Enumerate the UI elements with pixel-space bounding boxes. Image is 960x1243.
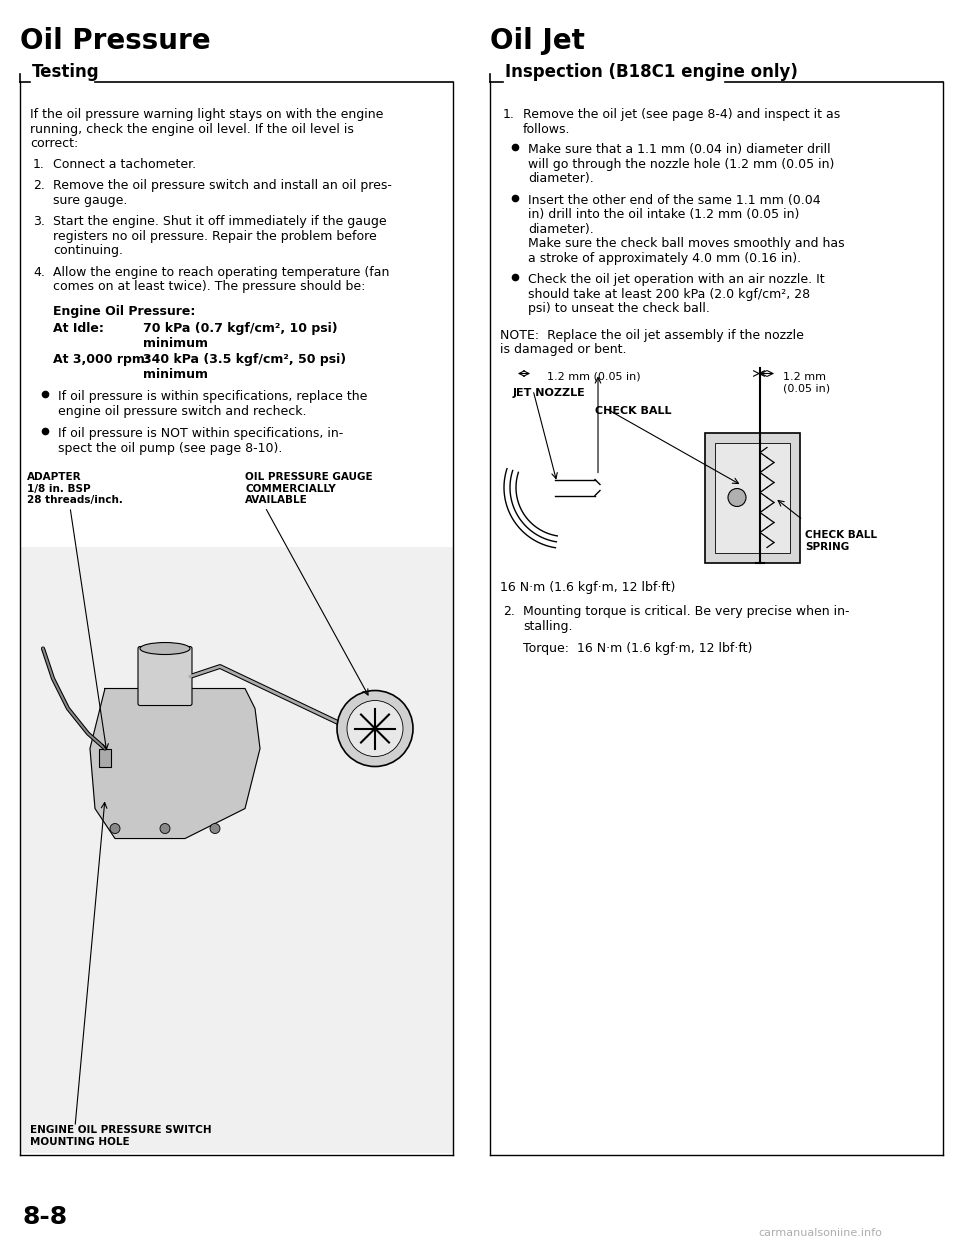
Text: should take at least 200 kPa (2.0 kgf/cm², 28: should take at least 200 kPa (2.0 kgf/cm…	[528, 287, 810, 301]
Text: JET NOZZLE: JET NOZZLE	[513, 388, 586, 398]
Circle shape	[728, 488, 746, 506]
Circle shape	[347, 701, 403, 757]
Bar	[99, 748, 111, 767]
Text: Remove the oil pressure switch and install an oil pres-: Remove the oil pressure switch and insta…	[53, 179, 392, 191]
Text: Make sure that a 1.1 mm (0.04 in) diameter drill: Make sure that a 1.1 mm (0.04 in) diamet…	[528, 143, 830, 157]
Text: If the oil pressure warning light stays on with the engine: If the oil pressure warning light stays …	[30, 108, 383, 121]
Bar	[715, 443, 790, 552]
Text: diameter).: diameter).	[528, 172, 593, 185]
Text: a stroke of approximately 4.0 mm (0.16 in).: a stroke of approximately 4.0 mm (0.16 i…	[528, 251, 802, 265]
Text: correct:: correct:	[30, 137, 79, 150]
Text: Engine Oil Pressure:: Engine Oil Pressure:	[53, 305, 196, 317]
Text: 1.: 1.	[33, 158, 45, 170]
Ellipse shape	[140, 643, 190, 655]
Text: Connect a tachometer.: Connect a tachometer.	[53, 158, 196, 170]
Polygon shape	[90, 689, 260, 839]
Circle shape	[337, 691, 413, 767]
Text: Remove the oil jet (see page 8-4) and inspect it as: Remove the oil jet (see page 8-4) and in…	[523, 108, 840, 121]
Text: Testing: Testing	[32, 63, 100, 81]
Bar	[705, 433, 800, 563]
Text: ENGINE OIL PRESSURE SWITCH
MOUNTING HOLE: ENGINE OIL PRESSURE SWITCH MOUNTING HOLE	[30, 1125, 211, 1146]
Text: 1.2 mm (0.05 in): 1.2 mm (0.05 in)	[547, 372, 640, 382]
Text: 1.2 mm
(0.05 in): 1.2 mm (0.05 in)	[783, 372, 830, 393]
FancyBboxPatch shape	[138, 646, 192, 706]
Text: OIL PRESSURE GAUGE
COMMERCIALLY
AVAILABLE: OIL PRESSURE GAUGE COMMERCIALLY AVAILABL…	[245, 472, 372, 505]
Text: 3.: 3.	[33, 215, 45, 227]
Text: 4.: 4.	[33, 266, 45, 278]
Circle shape	[210, 824, 220, 834]
Bar	[20, 547, 453, 1154]
Text: Allow the engine to reach operating temperature (fan: Allow the engine to reach operating temp…	[53, 266, 390, 278]
Text: stalling.: stalling.	[523, 619, 572, 633]
Text: carmanualsoniine.info: carmanualsoniine.info	[758, 1228, 882, 1238]
Text: 340 kPa (3.5 kgf/cm², 50 psi): 340 kPa (3.5 kgf/cm², 50 psi)	[143, 353, 347, 365]
Text: ADAPTER
1/8 in. BSP
28 threads/inch.: ADAPTER 1/8 in. BSP 28 threads/inch.	[27, 472, 123, 505]
Text: follows.: follows.	[523, 123, 570, 135]
Text: If oil pressure is NOT within specifications, in-: If oil pressure is NOT within specificat…	[58, 428, 344, 440]
Circle shape	[160, 824, 170, 834]
Text: Torque:  16 N·m (1.6 kgf·m, 12 lbf·ft): Torque: 16 N·m (1.6 kgf·m, 12 lbf·ft)	[523, 641, 753, 655]
Text: minimum: minimum	[143, 368, 208, 380]
Text: is damaged or bent.: is damaged or bent.	[500, 343, 627, 355]
Text: Insert the other end of the same 1.1 mm (0.04: Insert the other end of the same 1.1 mm …	[528, 194, 821, 206]
Text: engine oil pressure switch and recheck.: engine oil pressure switch and recheck.	[58, 404, 306, 418]
Circle shape	[110, 824, 120, 834]
Text: 2.: 2.	[503, 605, 515, 618]
Text: At 3,000 rpm:: At 3,000 rpm:	[53, 353, 150, 365]
Text: NOTE:  Replace the oil jet assembly if the nozzle: NOTE: Replace the oil jet assembly if th…	[500, 328, 804, 342]
Text: Check the oil jet operation with an air nozzle. It: Check the oil jet operation with an air …	[528, 273, 825, 286]
Text: Oil Jet: Oil Jet	[490, 27, 585, 55]
Text: spect the oil pump (see page 8-10).: spect the oil pump (see page 8-10).	[58, 441, 282, 455]
Text: At Idle:: At Idle:	[53, 322, 104, 336]
Text: diameter).: diameter).	[528, 222, 593, 235]
Text: comes on at least twice). The pressure should be:: comes on at least twice). The pressure s…	[53, 280, 366, 293]
Text: CHECK BALL: CHECK BALL	[595, 406, 671, 416]
Text: Mounting torque is critical. Be very precise when in-: Mounting torque is critical. Be very pre…	[523, 605, 850, 618]
Text: 2.: 2.	[33, 179, 45, 191]
Text: will go through the nozzle hole (1.2 mm (0.05 in): will go through the nozzle hole (1.2 mm …	[528, 158, 834, 170]
Text: CHECK BALL
SPRING: CHECK BALL SPRING	[805, 530, 877, 552]
Text: registers no oil pressure. Repair the problem before: registers no oil pressure. Repair the pr…	[53, 230, 376, 242]
Text: in) drill into the oil intake (1.2 mm (0.05 in): in) drill into the oil intake (1.2 mm (0…	[528, 208, 800, 221]
Text: If oil pressure is within specifications, replace the: If oil pressure is within specifications…	[58, 390, 368, 403]
Text: minimum: minimum	[143, 337, 208, 349]
Text: 16 N·m (1.6 kgf·m, 12 lbf·ft): 16 N·m (1.6 kgf·m, 12 lbf·ft)	[500, 580, 676, 593]
Text: 1.: 1.	[503, 108, 515, 121]
Text: 8-8: 8-8	[23, 1204, 68, 1229]
Text: Oil Pressure: Oil Pressure	[20, 27, 210, 55]
Text: Inspection (B18C1 engine only): Inspection (B18C1 engine only)	[505, 63, 798, 81]
Text: Start the engine. Shut it off immediately if the gauge: Start the engine. Shut it off immediatel…	[53, 215, 387, 227]
Text: continuing.: continuing.	[53, 244, 123, 257]
Text: Make sure the check ball moves smoothly and has: Make sure the check ball moves smoothly …	[528, 237, 845, 250]
Text: sure gauge.: sure gauge.	[53, 194, 128, 206]
Text: running, check the engine oil level. If the oil level is: running, check the engine oil level. If …	[30, 123, 354, 135]
Text: 70 kPa (0.7 kgf/cm², 10 psi): 70 kPa (0.7 kgf/cm², 10 psi)	[143, 322, 338, 336]
Text: psi) to unseat the check ball.: psi) to unseat the check ball.	[528, 302, 709, 314]
